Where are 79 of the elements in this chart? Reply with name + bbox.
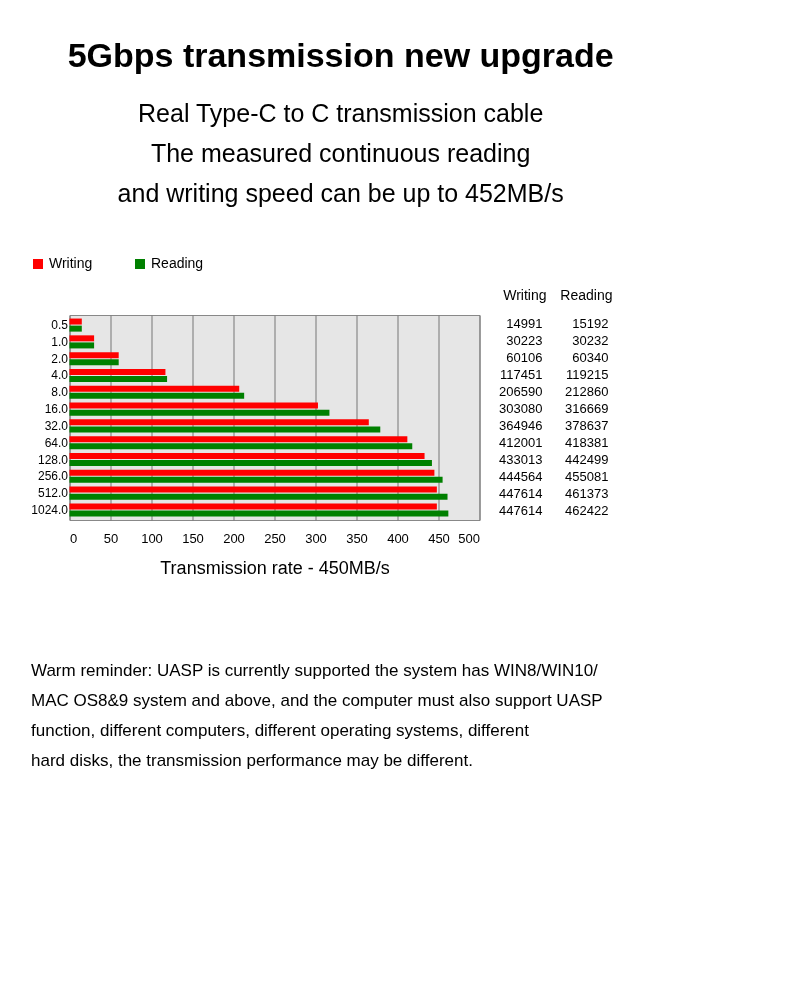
bar — [69, 342, 95, 349]
x-tick-label: 400 — [387, 530, 409, 546]
text: 119215 — [566, 366, 609, 382]
bar — [69, 486, 437, 493]
x-tick-label: 450 — [428, 530, 450, 546]
text: 212860 — [565, 383, 609, 399]
chart-subtitle: Real Type-C to C transmission cable The measured continuous reading and writing speed can be up to 452MB/s — [117, 99, 564, 207]
x-tick-label: 350 — [346, 530, 368, 546]
text: 60340 — [572, 349, 609, 365]
text: Warm reminder: UASP is currently supported the system has WIN8/WIN10/ MAC OS8&9 system and above, and the computer must also support UASP function, different computers, different operating systems, different hard disks, the transmission performance may be different. — [31, 661, 603, 770]
bar — [69, 335, 95, 342]
text: 444564 — [499, 469, 543, 485]
bar — [69, 460, 432, 467]
text: 14991 — [506, 315, 543, 331]
x-tick-label: 150 — [182, 530, 204, 546]
y-tick-label: 256.0 — [37, 469, 69, 484]
x-tick-label: 0 — [70, 530, 78, 546]
text: 462422 — [565, 503, 609, 519]
x-tick-label: 500 — [458, 530, 480, 546]
bar — [69, 392, 245, 399]
y-tick-label: 64.0 — [44, 435, 69, 450]
bar — [69, 443, 413, 450]
text: 303080 — [499, 400, 543, 416]
y-tick-label: 1.0 — [51, 334, 69, 349]
text: 378637 — [565, 418, 609, 434]
text: 447614 — [499, 503, 543, 519]
bar — [69, 368, 166, 375]
bar — [69, 376, 168, 383]
x-tick-label: 200 — [223, 530, 245, 546]
bar — [69, 385, 240, 392]
bar — [69, 359, 119, 366]
bar — [69, 452, 425, 459]
y-tick-label: 0.5 — [51, 318, 69, 333]
text: 206590 — [499, 383, 543, 399]
y-tick-label: 512.0 — [37, 486, 69, 501]
bar — [69, 469, 435, 476]
bar — [69, 402, 318, 409]
text: 412001 — [499, 435, 543, 451]
text: 433013 — [499, 452, 543, 468]
bar — [69, 409, 330, 416]
bar — [69, 493, 448, 500]
x-tick-label: 300 — [305, 530, 327, 546]
y-tick-label: 8.0 — [51, 385, 69, 400]
x-tick-label: 50 — [103, 530, 119, 546]
text: 447614 — [499, 486, 543, 502]
legend-label: Writing — [49, 255, 93, 271]
bar — [69, 510, 449, 517]
text: 15192 — [572, 315, 609, 331]
bar — [69, 503, 437, 510]
text: 60106 — [506, 349, 543, 365]
y-tick-label: 4.0 — [51, 368, 69, 383]
y-tick-label: 128.0 — [37, 452, 69, 467]
x-tick-label: 250 — [264, 530, 286, 546]
text: 316669 — [565, 400, 609, 416]
bar — [69, 419, 369, 426]
bar — [69, 325, 82, 332]
y-tick-label: 1024.0 — [31, 502, 69, 517]
bar — [69, 476, 443, 483]
bar — [69, 426, 381, 433]
text: 364946 — [499, 418, 543, 434]
text: 418381 — [565, 435, 609, 451]
text: 30223 — [506, 332, 543, 348]
y-tick-label: 16.0 — [44, 402, 69, 417]
bar — [69, 318, 82, 325]
text: 117451 — [500, 366, 543, 382]
chart-title: 5Gbps transmission new upgrade — [67, 36, 614, 74]
text: 30232 — [572, 332, 609, 348]
text: 442499 — [565, 452, 609, 468]
x-tick-label: 100 — [141, 530, 163, 546]
legend-label: Reading — [151, 255, 204, 271]
y-tick-label: 32.0 — [44, 418, 69, 433]
text: 461373 — [565, 486, 609, 502]
y-tick-label: 2.0 — [51, 351, 69, 366]
x-axis-title: Transmission rate - 450MB/s — [160, 557, 390, 578]
text: 455081 — [565, 469, 609, 485]
text: Reading — [560, 287, 613, 303]
bar — [69, 436, 408, 443]
bar — [69, 352, 119, 359]
text: Writing — [503, 287, 547, 303]
